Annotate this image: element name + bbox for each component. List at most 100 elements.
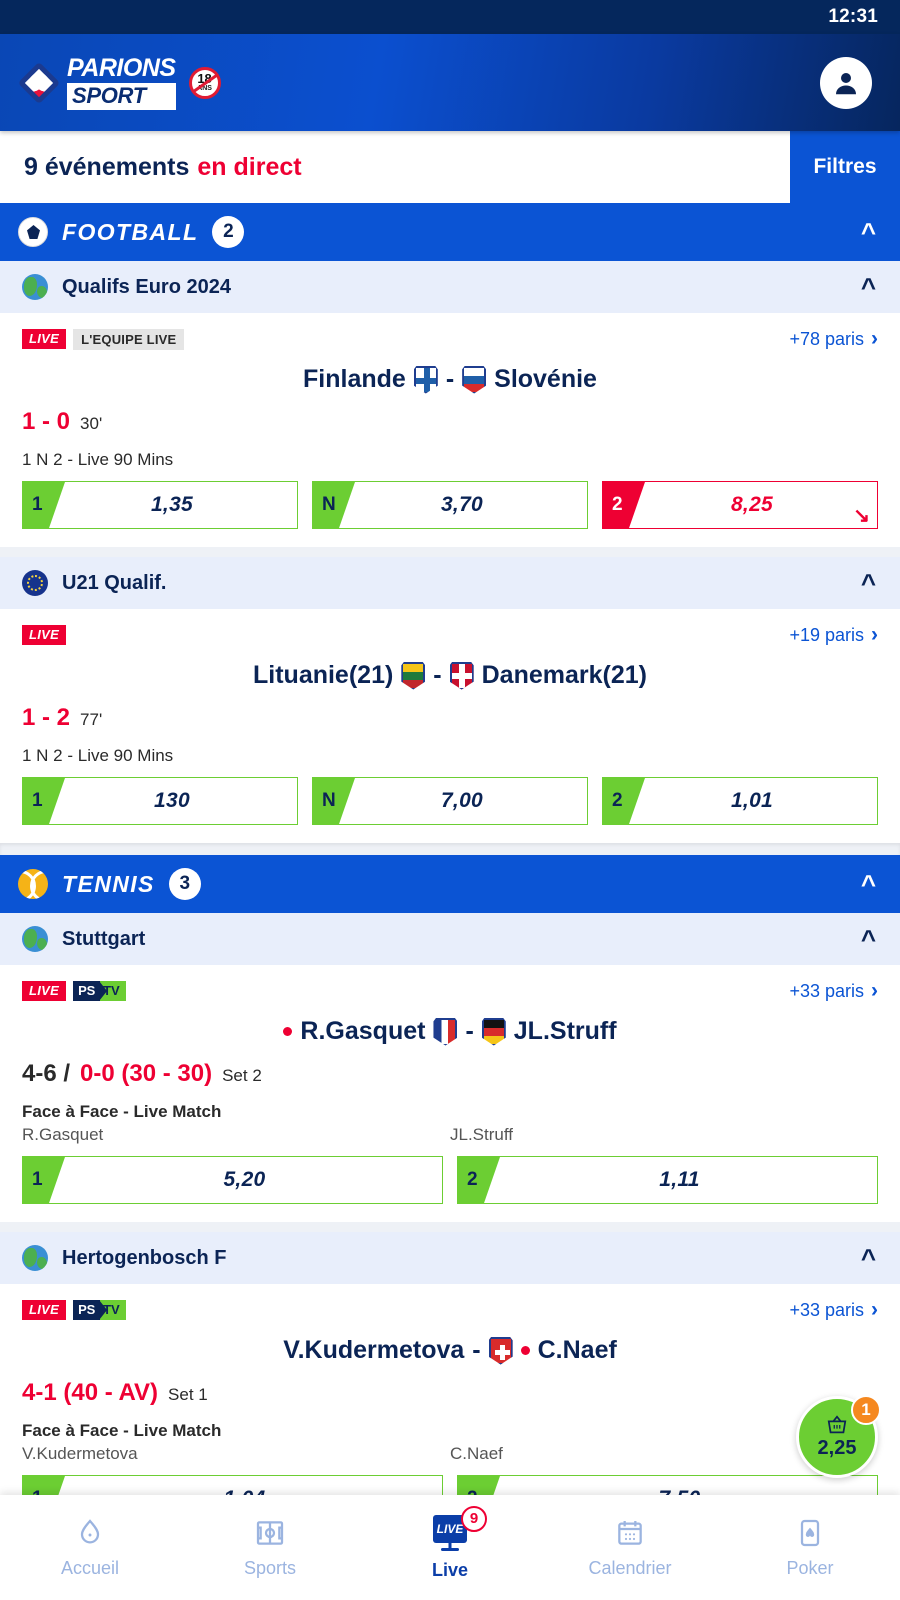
chevron-up-icon[interactable]: ^	[860, 924, 876, 954]
runner-names-row: R.Gasquet JL.Struff	[22, 1125, 878, 1145]
chevron-up-icon[interactable]: ^	[860, 869, 876, 899]
nav-item-sports[interactable]: Sports	[180, 1517, 360, 1579]
ps-tv-badge-tv: TV	[100, 1300, 126, 1320]
odd-trend-down-icon: ↘	[853, 505, 870, 527]
brand-wordmark: PARIONS SPORT	[67, 55, 176, 110]
betslip-basket-button[interactable]: 1 2,25	[796, 1395, 881, 1478]
team-separator: -	[465, 1017, 474, 1045]
more-bets-link[interactable]: +33 paris ›	[789, 1298, 878, 1322]
match-badges: LIVE PS TV	[22, 1300, 126, 1320]
odd-button-2[interactable]: 2 8,25 ↘	[602, 481, 878, 529]
section-divider	[0, 1222, 900, 1232]
nav-item-calendrier[interactable]: Calendrier	[540, 1517, 720, 1579]
betslip-odds-total: 2,25	[817, 1437, 857, 1459]
status-bar: 12:31	[0, 0, 900, 34]
filters-button[interactable]: Filtres	[790, 131, 900, 203]
sport-header-tennis[interactable]: TENNIS 3 ^	[0, 855, 900, 913]
live-tv-icon: LIVE 9	[433, 1505, 487, 1551]
match-score-row: 1 - 0 30'	[22, 408, 878, 436]
competition-title: U21 Qualif.	[62, 571, 167, 594]
nav-item-poker[interactable]: Poker	[720, 1517, 900, 1579]
chevron-up-icon[interactable]: ^	[860, 568, 876, 598]
globe-icon	[22, 1245, 48, 1271]
competition-header-qualifs-euro[interactable]: Qualifs Euro 2024 ^	[0, 261, 900, 313]
competition-header-u21-qualif[interactable]: U21 Qualif. ^	[0, 557, 900, 609]
more-bets-label: +33 paris	[789, 980, 864, 1001]
more-bets-link[interactable]: +78 paris ›	[789, 327, 878, 351]
match-teams: Lituanie(21) - Danemark(21)	[22, 661, 878, 690]
match-top-row: LIVE PS TV +33 paris ›	[22, 979, 878, 1003]
chevron-right-icon: ›	[871, 327, 878, 350]
match-teams: V.Kudermetova - C.Naef	[22, 1336, 878, 1365]
chevron-up-icon[interactable]: ^	[860, 272, 876, 302]
match-card-finlande-slovenie[interactable]: LIVE L'EQUIPE LIVE +78 paris › Finlande …	[0, 313, 900, 547]
chevron-right-icon: ›	[871, 979, 878, 1002]
odd-button-2[interactable]: 2 1,01	[602, 777, 878, 825]
switzerland-flag-icon	[488, 1336, 513, 1365]
brand-logo[interactable]: PARIONS SPORT 18 ANS	[17, 55, 221, 110]
account-circle-icon[interactable]	[820, 56, 872, 109]
away-team-name: JL.Struff	[513, 1017, 617, 1045]
nav-item-accueil[interactable]: Accueil	[0, 1517, 180, 1579]
ps-tv-badge-ps: PS	[73, 981, 101, 1001]
match-score: 1 - 2	[22, 704, 71, 731]
market-label: 1 N 2 - Live 90 Mins	[22, 746, 174, 765]
more-bets-link[interactable]: +19 paris ›	[789, 623, 878, 647]
competition-header-hertogenbosch[interactable]: Hertogenbosch F ^	[0, 1232, 900, 1284]
odd-value: 130	[154, 789, 190, 812]
team-separator: -	[445, 365, 455, 393]
runner-name-1: R.Gasquet	[22, 1125, 104, 1144]
lithuania-flag-icon	[401, 661, 426, 690]
more-bets-link[interactable]: +33 paris ›	[789, 979, 878, 1003]
odd-tag: 2	[458, 1157, 500, 1203]
match-card-gasquet-struff[interactable]: LIVE PS TV +33 paris › R.Gasquet - JL.St…	[0, 965, 900, 1222]
live-badge: LIVE	[22, 329, 67, 349]
odd-button-1[interactable]: 1 1,35	[22, 481, 298, 529]
competition-title: Stuttgart	[62, 927, 146, 950]
odd-button-1[interactable]: 1 5,20	[22, 1156, 443, 1204]
odd-tag: 2	[603, 482, 645, 528]
field-icon	[256, 1520, 284, 1545]
france-flag-icon	[433, 1017, 458, 1046]
market-label: 1 N 2 - Live 90 Mins	[22, 450, 174, 469]
chevron-up-icon[interactable]: ^	[860, 217, 876, 247]
home-team-name: R.Gasquet	[300, 1017, 426, 1045]
competition-title: Qualifs Euro 2024	[62, 275, 231, 298]
match-card-lituanie-danemark[interactable]: LIVE +19 paris › Lituanie(21) - Danemark…	[0, 609, 900, 843]
serving-indicator-icon	[520, 1346, 530, 1355]
odd-button-2[interactable]: 2 1,11	[457, 1156, 878, 1204]
odd-button-1[interactable]: 1 130	[22, 777, 298, 825]
odd-button-n[interactable]: N 3,70	[312, 481, 588, 529]
nav-item-live[interactable]: LIVE 9 Live	[360, 1505, 540, 1581]
events-count-text: 9 événements	[24, 152, 190, 181]
sport-header-football[interactable]: FOOTBALL 2 ^	[0, 203, 900, 261]
competition-header-stuttgart[interactable]: Stuttgart ^	[0, 913, 900, 965]
bottom-navigation: Accueil Sports LIVE 9 Live	[0, 1495, 900, 1600]
odd-tag: 1	[23, 482, 65, 528]
competition-title: Hertogenbosch F	[62, 1246, 227, 1269]
home-team-name: V.Kudermetova	[283, 1336, 465, 1364]
app-header: PARIONS SPORT 18 ANS	[0, 34, 900, 131]
match-clock: 77'	[80, 710, 103, 729]
odd-tag: 2	[603, 778, 645, 824]
match-top-row: LIVE PS TV +33 paris ›	[22, 1298, 878, 1322]
chevron-up-icon[interactable]: ^	[860, 1243, 876, 1273]
match-clock: Set 1	[168, 1385, 208, 1404]
match-top-row: LIVE +19 paris ›	[22, 623, 878, 647]
globe-icon	[22, 274, 48, 300]
odd-button-n[interactable]: N 7,00	[312, 777, 588, 825]
runner-name-2: JL.Struff	[450, 1125, 513, 1144]
tennis-ball-icon	[18, 869, 48, 899]
chevron-right-icon: ›	[871, 1298, 878, 1321]
runner-names-row: V.Kudermetova C.Naef	[22, 1444, 878, 1464]
match-clock: 30'	[80, 414, 103, 433]
home-team-name: Finlande	[303, 365, 406, 393]
odd-value: 1,11	[659, 1168, 700, 1191]
ps-tv-badge-tv: TV	[100, 981, 126, 1001]
away-team-name: Slovénie	[494, 365, 597, 393]
sport-count-football: 2	[212, 216, 245, 248]
status-bar-clock: 12:31	[828, 6, 878, 27]
home-icon	[80, 1518, 100, 1543]
match-top-row: LIVE L'EQUIPE LIVE +78 paris ›	[22, 327, 878, 351]
